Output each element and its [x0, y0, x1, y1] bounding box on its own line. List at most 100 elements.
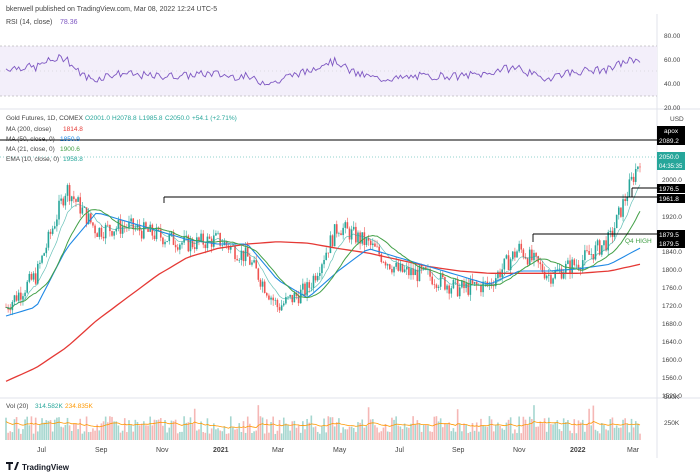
ohlc-open: O2001.0	[85, 115, 110, 122]
price-panel: Gold Futures, 1D, COMEX O2001.0 H2078.8 …	[0, 115, 685, 400]
candle-body	[20, 292, 22, 300]
candle-body	[628, 179, 631, 197]
candle-body	[435, 284, 438, 288]
x-axis: Jul Sep Nov 2021 Mar May Jul Sep Nov 202…	[37, 447, 640, 454]
volume-bar	[363, 427, 366, 440]
volume-bar	[342, 427, 344, 440]
candle-body	[382, 261, 385, 263]
volume-bar	[136, 422, 139, 440]
volume-bar	[552, 424, 554, 440]
volume-bar	[511, 433, 514, 440]
candle-body	[32, 273, 35, 280]
candle-body	[569, 260, 571, 274]
volume-bar	[429, 431, 431, 440]
candle-body	[312, 275, 315, 288]
candle-body	[401, 263, 404, 272]
candle-body	[550, 274, 552, 284]
candle-body	[450, 288, 453, 294]
volume-bar	[584, 431, 586, 440]
candle-body	[577, 264, 580, 269]
candle-body	[630, 176, 633, 180]
candle-body	[511, 251, 514, 260]
candle-body	[115, 228, 118, 232]
volume-bar	[113, 421, 115, 440]
price-tick-1760: 1760.0	[662, 285, 682, 292]
volume-bar	[26, 416, 29, 440]
candle-body	[408, 267, 410, 276]
candle-body	[191, 239, 194, 248]
price-tick-1680: 1680.0	[662, 321, 682, 328]
volume-bar	[191, 424, 194, 440]
volume-bar	[321, 426, 323, 440]
candle-body	[196, 237, 198, 250]
candle-body	[439, 273, 442, 287]
candle-body	[473, 282, 476, 284]
volume-bar	[217, 428, 219, 440]
volume-bar	[299, 432, 302, 440]
candle-body	[223, 241, 226, 246]
candle-body	[75, 199, 77, 202]
volume-bar	[143, 421, 145, 440]
volume-bar	[28, 425, 31, 440]
candle-body	[418, 265, 421, 282]
candle-body	[314, 275, 317, 281]
volume-bar	[319, 433, 321, 440]
candle-body	[543, 271, 546, 279]
volume-bar	[253, 431, 255, 440]
candle-body	[39, 262, 41, 264]
x-label-sep-2021: Sep	[452, 447, 465, 454]
volume-bar	[537, 426, 540, 440]
volume-bar	[20, 433, 22, 440]
volume-bar	[348, 426, 351, 440]
candle-body	[471, 279, 474, 284]
candle-body	[92, 222, 94, 226]
ma200-line	[5, 241, 641, 382]
candle-body	[66, 185, 69, 196]
volume-bar	[531, 419, 533, 440]
volume-bar	[79, 418, 82, 440]
volume-bar	[522, 416, 525, 440]
volume-bar	[181, 431, 183, 440]
candle-body	[520, 243, 523, 250]
candle-body	[492, 285, 495, 287]
volume-bar	[268, 432, 270, 440]
rsi-tick-80: 80.00	[664, 33, 681, 40]
candle-body	[308, 282, 311, 288]
volume-bar	[225, 433, 228, 440]
volume-panel: Vol (20) 314.582K 234.835K 500K 250K	[5, 394, 680, 440]
candle-body	[49, 231, 52, 234]
volume-bar	[183, 416, 185, 440]
volume-value-2: 234.835K	[65, 403, 93, 410]
volume-bar	[312, 427, 315, 440]
candle-body	[372, 243, 374, 246]
candle-body	[53, 226, 56, 229]
volume-bar	[196, 430, 198, 440]
candle-body	[509, 259, 512, 270]
candle-body	[274, 299, 277, 301]
volume-bar	[51, 431, 54, 440]
candle-body	[221, 245, 224, 246]
candle-body	[174, 244, 177, 248]
volume-bar	[56, 417, 58, 440]
volume-bar	[420, 431, 423, 440]
tradingview-logo[interactable]: TradingView	[6, 462, 70, 472]
volume-bar	[236, 428, 238, 440]
candle-body	[632, 176, 635, 182]
approx-tag: apox	[664, 128, 679, 135]
volume-bar	[255, 430, 258, 440]
candle-body	[505, 255, 508, 259]
candle-body	[624, 199, 626, 202]
volume-bar	[372, 419, 374, 440]
volume-bar	[249, 423, 251, 440]
candle-body	[229, 246, 232, 250]
volume-bar	[295, 427, 298, 440]
volume-bar	[151, 425, 154, 440]
volume-bar	[454, 431, 457, 440]
volume-bar	[564, 422, 567, 440]
volume-bar	[458, 424, 461, 440]
candle-body	[98, 227, 101, 237]
ema10-line	[5, 184, 641, 309]
candle-body	[588, 250, 590, 255]
volume-bar	[314, 426, 317, 440]
x-label-jul-2020: Jul	[37, 447, 46, 454]
